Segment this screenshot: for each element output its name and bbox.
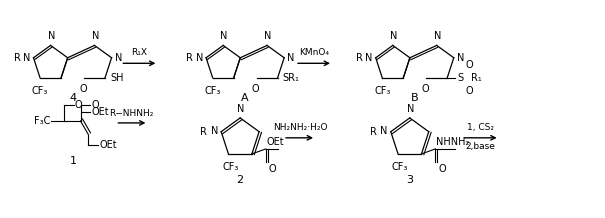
Text: CF₃: CF₃ (32, 86, 48, 96)
Text: N: N (220, 31, 228, 41)
Text: A: A (241, 93, 249, 103)
Text: N: N (23, 53, 30, 63)
Text: N: N (48, 31, 55, 41)
Text: N: N (457, 53, 464, 63)
Text: 2: 2 (237, 175, 244, 185)
Text: R: R (14, 53, 21, 63)
Text: 1: 1 (70, 156, 77, 166)
Text: CF₃: CF₃ (222, 162, 238, 172)
Text: B: B (411, 93, 419, 103)
Text: OEt: OEt (91, 107, 109, 117)
Text: N: N (211, 126, 218, 136)
Text: CF₃: CF₃ (204, 86, 221, 96)
Text: N: N (237, 104, 245, 114)
Text: O: O (465, 86, 473, 96)
Text: N: N (287, 53, 295, 63)
Text: N: N (381, 126, 388, 136)
Text: 1, CS₂: 1, CS₂ (467, 123, 494, 132)
Text: R: R (356, 53, 363, 63)
Text: O: O (422, 84, 429, 94)
Text: N: N (264, 31, 272, 41)
Text: CF₃: CF₃ (392, 162, 408, 172)
Text: O: O (269, 164, 276, 174)
Text: R: R (370, 127, 377, 137)
Text: 4: 4 (69, 93, 76, 103)
Text: F₃C: F₃C (34, 116, 51, 126)
Text: R₁X: R₁X (131, 48, 148, 57)
Text: KMnO₄: KMnO₄ (299, 48, 329, 57)
Text: O: O (74, 100, 82, 110)
Text: OEt: OEt (99, 140, 117, 150)
Text: N: N (390, 31, 397, 41)
Text: 2,base: 2,base (466, 142, 495, 151)
Text: O: O (439, 164, 446, 174)
Text: N: N (407, 104, 414, 114)
Text: SH: SH (110, 73, 123, 83)
Text: N: N (114, 53, 122, 63)
Text: O: O (252, 84, 260, 94)
Text: SR₁: SR₁ (283, 73, 299, 83)
Text: R−NHNH₂: R−NHNH₂ (110, 109, 154, 118)
Text: N: N (196, 53, 203, 63)
Text: R: R (200, 127, 207, 137)
Text: O: O (91, 100, 99, 110)
Text: N: N (92, 31, 99, 41)
Text: 3: 3 (406, 175, 413, 185)
Text: CF₃: CF₃ (374, 86, 390, 96)
Text: N: N (434, 31, 442, 41)
Text: NH₂NH₂·H₂O: NH₂NH₂·H₂O (273, 123, 327, 132)
Text: O: O (79, 84, 87, 94)
Text: S: S (457, 73, 463, 83)
Text: NHNH₂: NHNH₂ (436, 137, 470, 147)
Text: N: N (365, 53, 373, 63)
Text: O: O (465, 60, 473, 70)
Text: R: R (186, 53, 193, 63)
Text: R₁: R₁ (471, 73, 482, 83)
Text: OEt: OEt (267, 137, 284, 147)
